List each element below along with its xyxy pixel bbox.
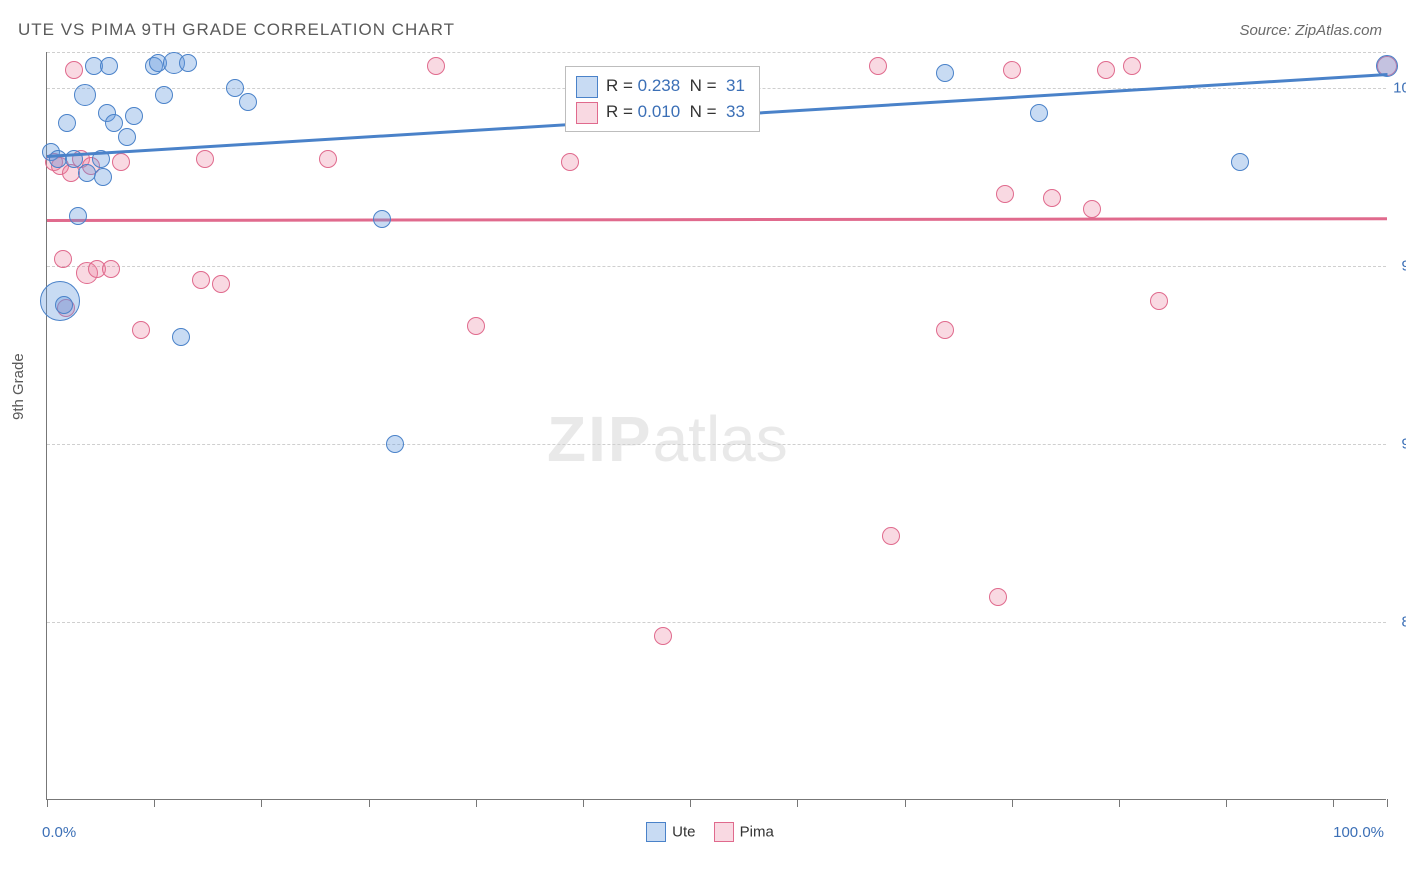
watermark-bold: ZIP <box>547 403 653 475</box>
pima-point <box>467 317 485 335</box>
ute-point <box>69 207 87 225</box>
x-tick <box>47 799 48 807</box>
pima-point <box>989 588 1007 606</box>
chart-title: UTE VS PIMA 9TH GRADE CORRELATION CHART <box>18 20 455 40</box>
y-axis-label: 9th Grade <box>10 353 27 420</box>
y-tick-label: 85.0% <box>1392 613 1406 630</box>
x-tick <box>261 799 262 807</box>
gridline <box>47 444 1386 445</box>
stats-n-pima: 33 <box>726 102 745 121</box>
pima-point <box>1003 61 1021 79</box>
stats-swatch-ute <box>576 76 598 98</box>
pima-point <box>996 185 1014 203</box>
x-tick <box>1226 799 1227 807</box>
ute-point <box>239 93 257 111</box>
x-tick <box>905 799 906 807</box>
stats-n-ute: 31 <box>726 76 745 95</box>
ute-point <box>125 107 143 125</box>
ute-point <box>74 84 96 106</box>
stats-r-pima: 0.010 <box>638 102 681 121</box>
pima-point <box>427 57 445 75</box>
x-tick <box>1387 799 1388 807</box>
x-tick <box>583 799 584 807</box>
x-tick <box>797 799 798 807</box>
stats-row-pima: R = 0.010 N = 33 <box>576 99 745 125</box>
pima-point <box>654 627 672 645</box>
pima-point <box>1083 200 1101 218</box>
legend-swatch-ute <box>646 822 666 842</box>
ute-point <box>94 168 112 186</box>
pima-point <box>212 275 230 293</box>
pima-point <box>54 250 72 268</box>
ute-point <box>58 114 76 132</box>
y-tick-label: 100.0% <box>1392 79 1406 96</box>
pima-point <box>1043 189 1061 207</box>
ute-point <box>226 79 244 97</box>
ute-point <box>78 164 96 182</box>
gridline <box>47 622 1386 623</box>
x-tick <box>1119 799 1120 807</box>
ute-point <box>386 435 404 453</box>
pima-point <box>196 150 214 168</box>
ute-point <box>155 86 173 104</box>
legend-label-ute: Ute <box>672 824 695 841</box>
stats-row-ute: R = 0.238 N = 31 <box>576 73 745 99</box>
source-attribution: Source: ZipAtlas.com <box>1239 22 1382 39</box>
pima-point <box>319 150 337 168</box>
x-tick <box>690 799 691 807</box>
pima-point <box>65 61 83 79</box>
pima-point <box>112 153 130 171</box>
pima-point <box>132 321 150 339</box>
stats-r-ute: 0.238 <box>638 76 681 95</box>
watermark-rest: atlas <box>653 403 788 475</box>
y-tick-label: 95.0% <box>1392 257 1406 274</box>
pima-point <box>102 260 120 278</box>
pima-point <box>192 271 210 289</box>
pima-point <box>1123 57 1141 75</box>
bottom-legend: Ute Pima <box>0 822 1406 842</box>
ute-point <box>55 296 73 314</box>
ute-point <box>179 54 197 72</box>
plot-area: ZIPatlas 85.0%90.0%95.0%100.0% <box>46 52 1386 800</box>
pima-point <box>1150 292 1168 310</box>
pima-trendline <box>47 218 1387 223</box>
x-tick <box>369 799 370 807</box>
legend-swatch-pima <box>714 822 734 842</box>
ute-point <box>172 328 190 346</box>
stats-swatch-pima <box>576 102 598 124</box>
x-tick <box>1012 799 1013 807</box>
pima-point <box>561 153 579 171</box>
pima-point <box>936 321 954 339</box>
legend-label-pima: Pima <box>740 824 774 841</box>
ute-point <box>118 128 136 146</box>
ute-point <box>1030 104 1048 122</box>
watermark: ZIPatlas <box>547 402 788 476</box>
x-tick <box>154 799 155 807</box>
x-tick <box>476 799 477 807</box>
ute-point <box>100 57 118 75</box>
gridline <box>47 52 1386 53</box>
pima-point <box>882 527 900 545</box>
ute-point <box>936 64 954 82</box>
ute-point <box>1231 153 1249 171</box>
pima-point <box>1097 61 1115 79</box>
pima-point <box>869 57 887 75</box>
stats-legend-box: R = 0.238 N = 31 R = 0.010 N = 33 <box>565 66 760 132</box>
ute-point <box>105 114 123 132</box>
gridline <box>47 266 1386 267</box>
x-tick <box>1333 799 1334 807</box>
ute-point <box>373 210 391 228</box>
y-tick-label: 90.0% <box>1392 435 1406 452</box>
